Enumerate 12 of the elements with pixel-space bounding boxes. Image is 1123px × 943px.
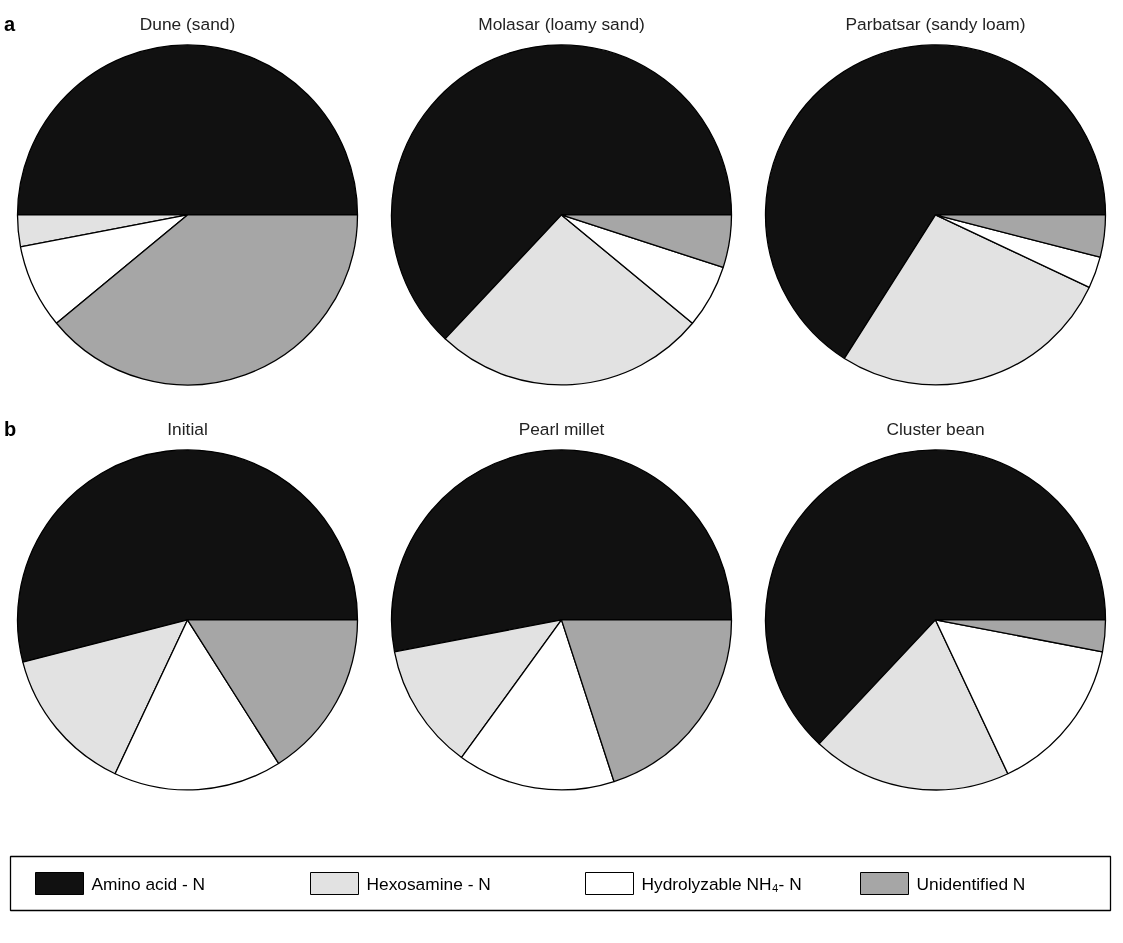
chart-title: Initial [167,419,208,440]
chart-title: Cluster bean [886,419,985,440]
chart-title: Pearl millet [518,419,605,440]
legend-label: Hexosamine - N [366,873,491,894]
legend-label: Amino acid - N [91,873,206,894]
text: a [3,13,16,36]
chart-title: Molasar (loamy sand) [478,14,645,35]
legend-label: Hydrolyzable NH₄- N [641,873,802,894]
text: b [3,418,17,441]
chart-title: Dune (sand) [139,14,236,35]
legend-label: Unidentified N [916,873,1026,894]
chart-title: Parbatsar (sandy loam) [845,14,1026,35]
